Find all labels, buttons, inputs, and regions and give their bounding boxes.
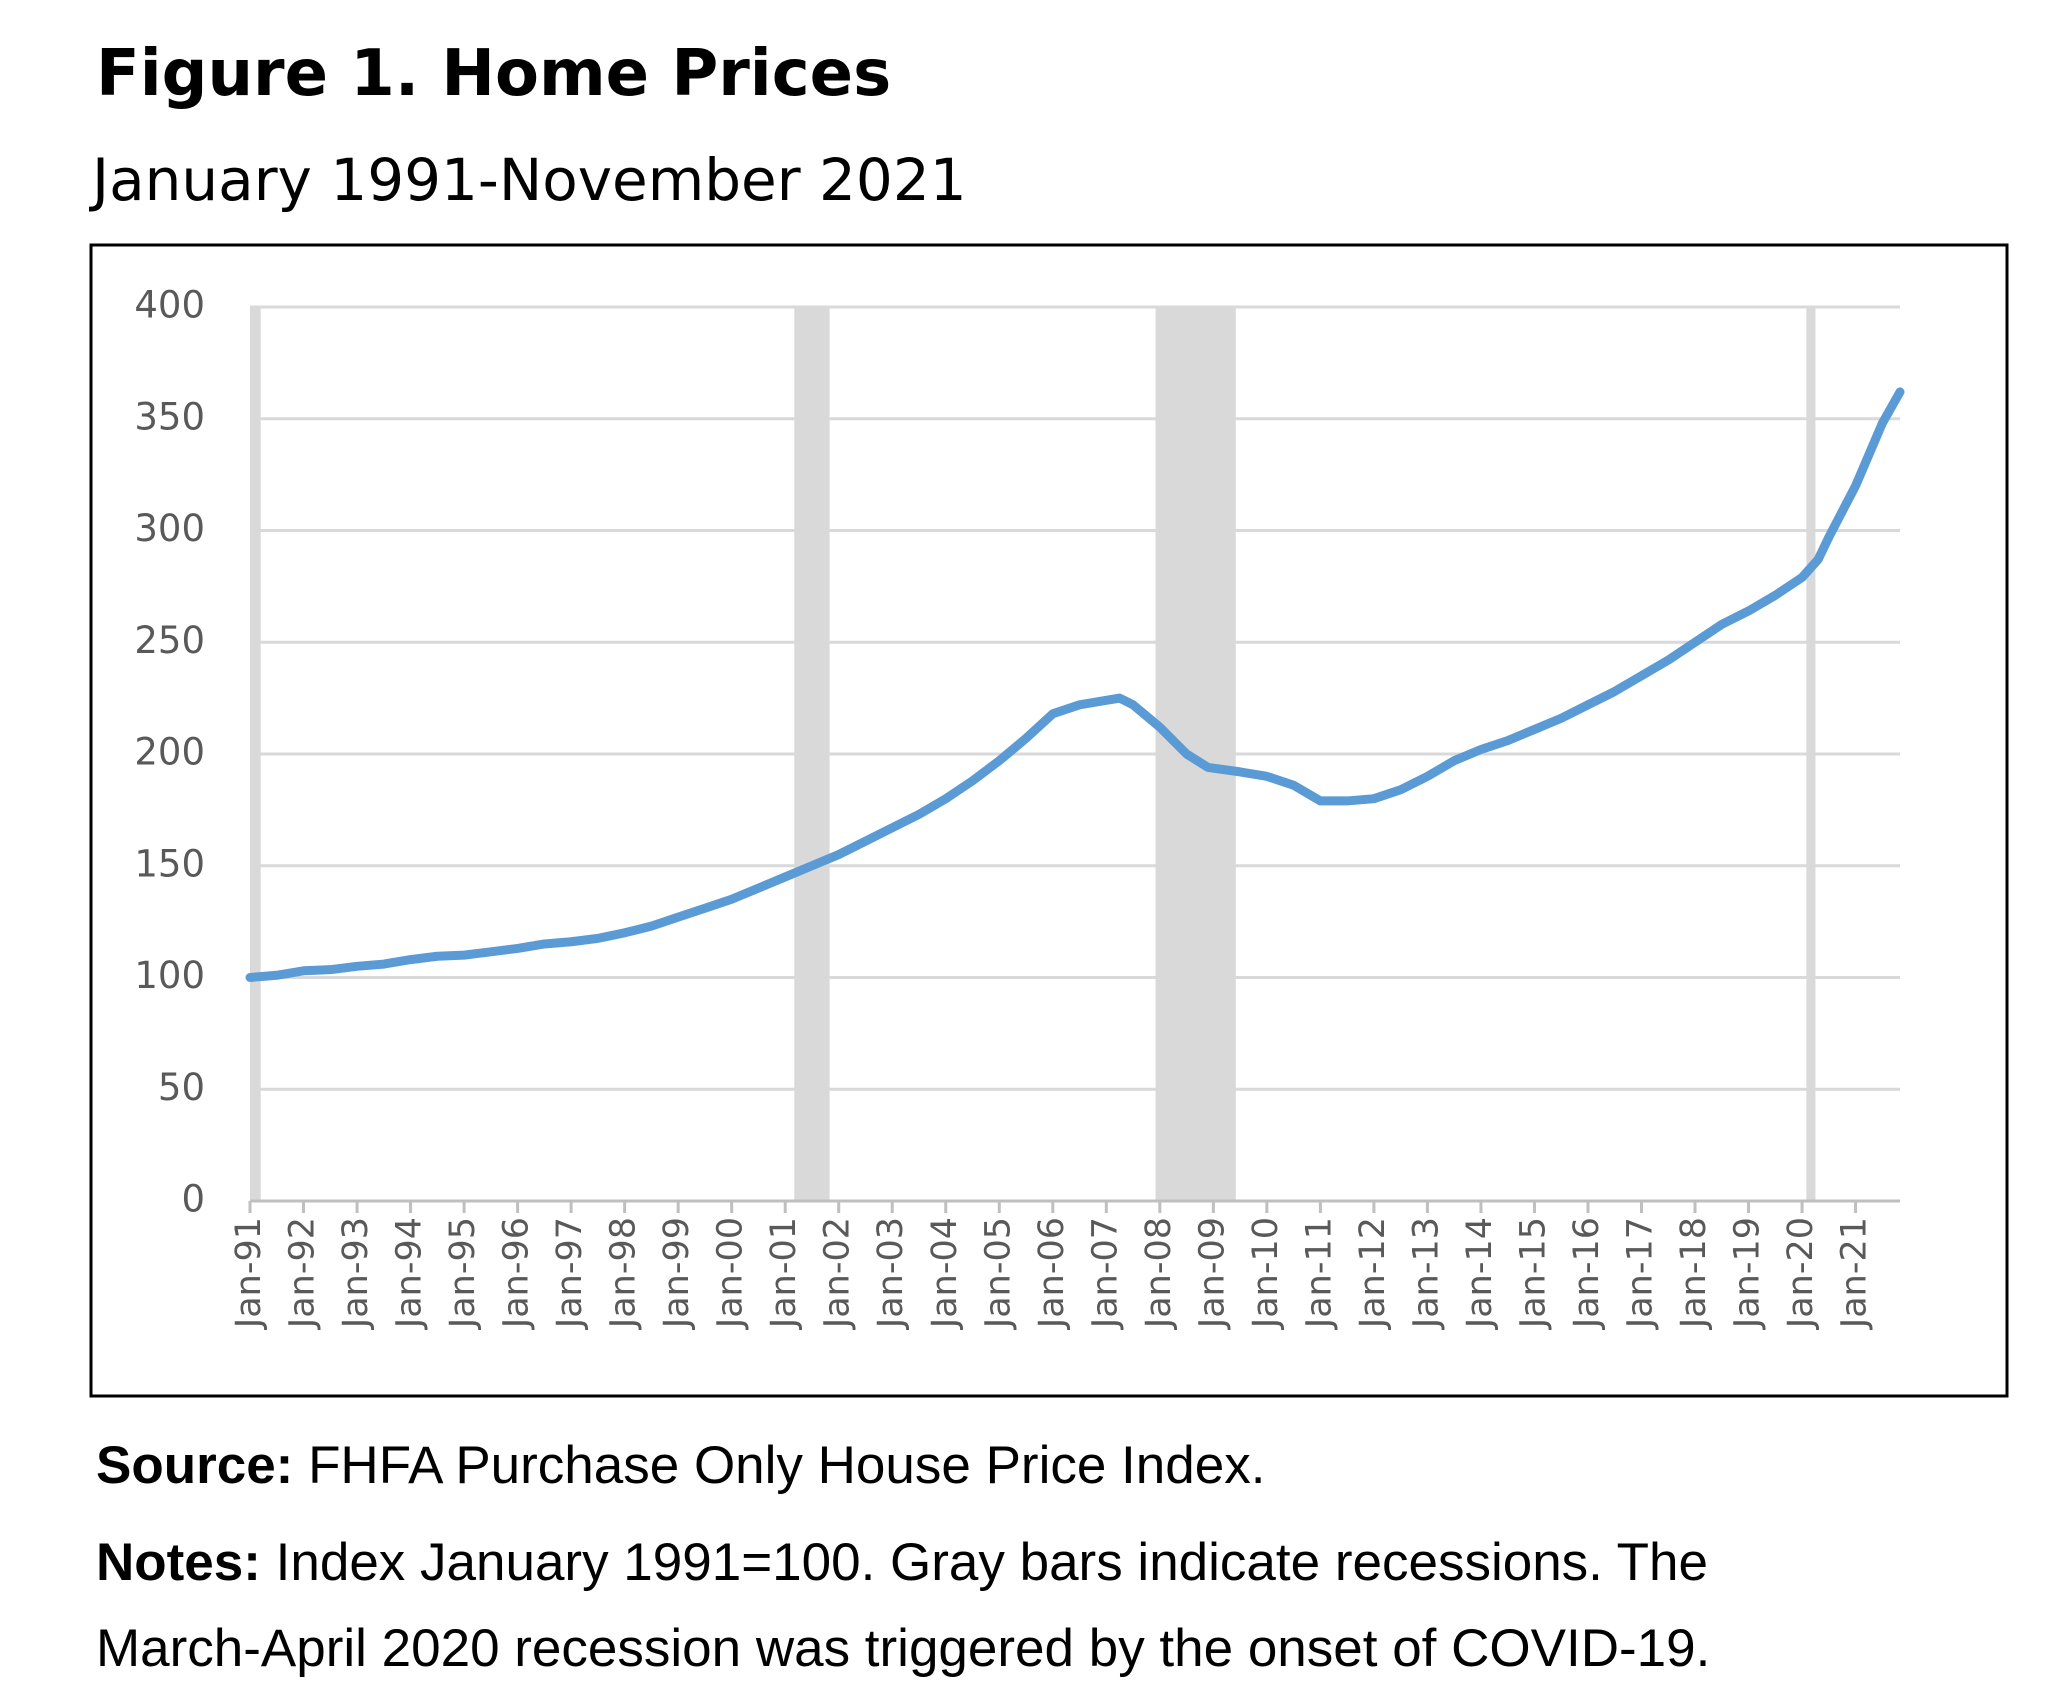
x-tick-label: Jan-12 xyxy=(1353,1217,1393,1330)
x-tick-label: Jan-00 xyxy=(711,1217,751,1330)
source-label: Source: xyxy=(96,1436,294,1495)
x-tick-label: Jan-09 xyxy=(1192,1217,1232,1330)
y-tick-label: 250 xyxy=(134,619,205,662)
notes-label: Notes: xyxy=(96,1533,261,1592)
source-text: FHFA Purchase Only House Price Index. xyxy=(308,1436,1266,1495)
x-tick-label: Jan-02 xyxy=(818,1217,858,1330)
chart-title: Figure 1. Home Prices xyxy=(96,37,891,111)
x-tick-label: Jan-17 xyxy=(1621,1217,1661,1330)
source-line: Source: FHFA Purchase Only House Price I… xyxy=(96,1435,1265,1496)
x-tick-label: Jan-91 xyxy=(229,1217,269,1330)
x-tick-label: Jan-01 xyxy=(764,1217,804,1330)
x-tick-label: Jan-99 xyxy=(657,1217,697,1330)
y-tick-label: 50 xyxy=(158,1066,205,1109)
x-tick-label: Jan-21 xyxy=(1835,1217,1875,1330)
x-tick-label: Jan-05 xyxy=(978,1217,1018,1330)
x-tick-label: Jan-03 xyxy=(871,1217,911,1330)
y-tick-label: 0 xyxy=(181,1178,205,1221)
y-tick-label: 100 xyxy=(134,954,205,997)
x-tick-label: Jan-95 xyxy=(443,1217,483,1330)
x-tick-label: Jan-06 xyxy=(1032,1217,1072,1330)
chart: Figure 1. Home Prices January 1991-Novem… xyxy=(89,37,2009,1398)
y-tick-label: 200 xyxy=(134,731,205,774)
x-tick-label: Jan-08 xyxy=(1139,1217,1179,1330)
x-tick-label: Jan-13 xyxy=(1406,1217,1446,1330)
notes-text: Index January 1991=100. Gray bars indica… xyxy=(275,1533,1708,1592)
chart-subtitle: January 1991-November 2021 xyxy=(89,146,967,214)
x-tick-label: Jan-11 xyxy=(1299,1217,1339,1330)
y-tick-label: 350 xyxy=(134,395,205,438)
x-tick-label: Jan-07 xyxy=(1085,1217,1125,1330)
x-tick-label: Jan-16 xyxy=(1567,1217,1607,1330)
x-tick-label: Jan-96 xyxy=(497,1217,537,1330)
x-tick-label: Jan-92 xyxy=(283,1217,323,1330)
x-tick-label: Jan-97 xyxy=(550,1217,590,1330)
y-tick-label: 150 xyxy=(134,842,205,885)
x-tick-label: Jan-94 xyxy=(390,1217,430,1330)
y-tick-label: 400 xyxy=(134,284,205,327)
chart-frame xyxy=(89,243,2009,1398)
x-tick-label: Jan-18 xyxy=(1674,1217,1714,1330)
notes-text: March-April 2020 recession was triggered… xyxy=(96,1619,1711,1678)
x-tick-label: Jan-93 xyxy=(336,1217,376,1330)
x-tick-label: Jan-20 xyxy=(1781,1217,1821,1330)
x-tick-label: Jan-10 xyxy=(1246,1217,1286,1330)
y-tick-label: 300 xyxy=(134,507,205,550)
x-tick-label: Jan-14 xyxy=(1460,1217,1500,1330)
x-tick-label: Jan-15 xyxy=(1513,1217,1553,1330)
x-tick-label: Jan-04 xyxy=(925,1217,965,1330)
notes-line: Notes: Index January 1991=100. Gray bars… xyxy=(96,1532,1708,1593)
notes-line: March-April 2020 recession was triggered… xyxy=(96,1618,1710,1679)
x-tick-label: Jan-19 xyxy=(1728,1217,1768,1330)
plot-area: 0 50 100 150 200 250 300 350 400 Jan-91 Jan-92 Jan-… xyxy=(134,284,1905,1330)
series-line xyxy=(245,387,1905,982)
x-tick-label: Jan-98 xyxy=(604,1217,644,1330)
